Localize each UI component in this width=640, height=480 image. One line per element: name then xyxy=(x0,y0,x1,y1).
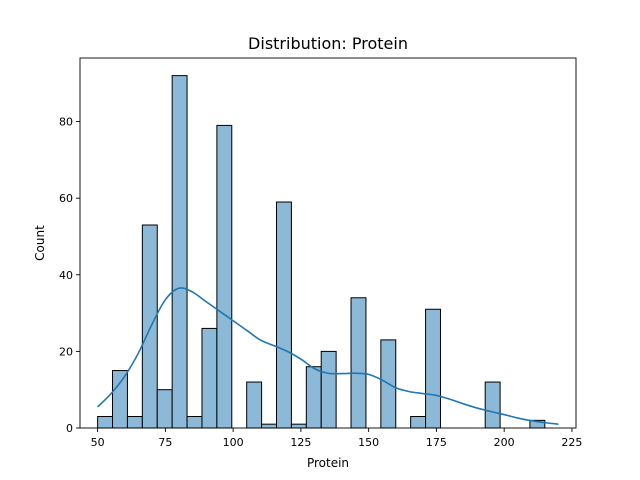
histogram-bar xyxy=(126,416,143,429)
histogram-bar xyxy=(484,381,501,429)
histogram-bar xyxy=(171,75,188,429)
histogram-bar xyxy=(290,423,307,429)
x-tick-label: 200 xyxy=(494,436,515,449)
histogram-bar xyxy=(305,366,322,429)
plot-frame xyxy=(79,57,577,429)
x-axis-label: Protein xyxy=(307,456,349,470)
y-axis-label: Count xyxy=(33,225,47,261)
chart-title: Distribution: Protein xyxy=(248,34,408,53)
histogram-bar xyxy=(425,308,441,429)
histogram-bar xyxy=(350,297,367,429)
histogram-bar xyxy=(112,370,128,429)
y-axis: 0 20 40 60 80 xyxy=(59,116,80,435)
x-tick-label: 100 xyxy=(223,436,244,449)
histogram-bar xyxy=(320,350,337,429)
y-tick-label: 0 xyxy=(66,422,73,435)
x-tick-label: 225 xyxy=(561,436,582,449)
histogram-bar xyxy=(186,416,203,429)
histogram-bar xyxy=(156,389,173,429)
y-tick-label: 20 xyxy=(59,345,73,358)
y-tick-label: 60 xyxy=(59,192,73,205)
x-tick-label: 125 xyxy=(290,436,311,449)
x-tick-label: 50 xyxy=(91,436,105,449)
histogram-bar xyxy=(97,416,114,429)
histogram-bar xyxy=(216,124,233,429)
y-tick-label: 40 xyxy=(59,269,73,282)
histogram-bar xyxy=(201,327,218,429)
histogram-bar xyxy=(410,416,427,429)
histogram-bar xyxy=(141,224,158,429)
x-tick-label: 175 xyxy=(426,436,447,449)
y-tick-label: 80 xyxy=(59,116,73,129)
x-tick-label: 75 xyxy=(158,436,172,449)
histogram-bar xyxy=(261,423,278,429)
kde-curve xyxy=(97,287,559,425)
histogram-bar xyxy=(276,201,292,429)
histogram-bar xyxy=(246,381,263,429)
x-tick-label: 150 xyxy=(358,436,379,449)
histogram-bars xyxy=(97,75,546,429)
x-axis: 50 75 100 125 150 175 200 225 xyxy=(91,428,582,449)
